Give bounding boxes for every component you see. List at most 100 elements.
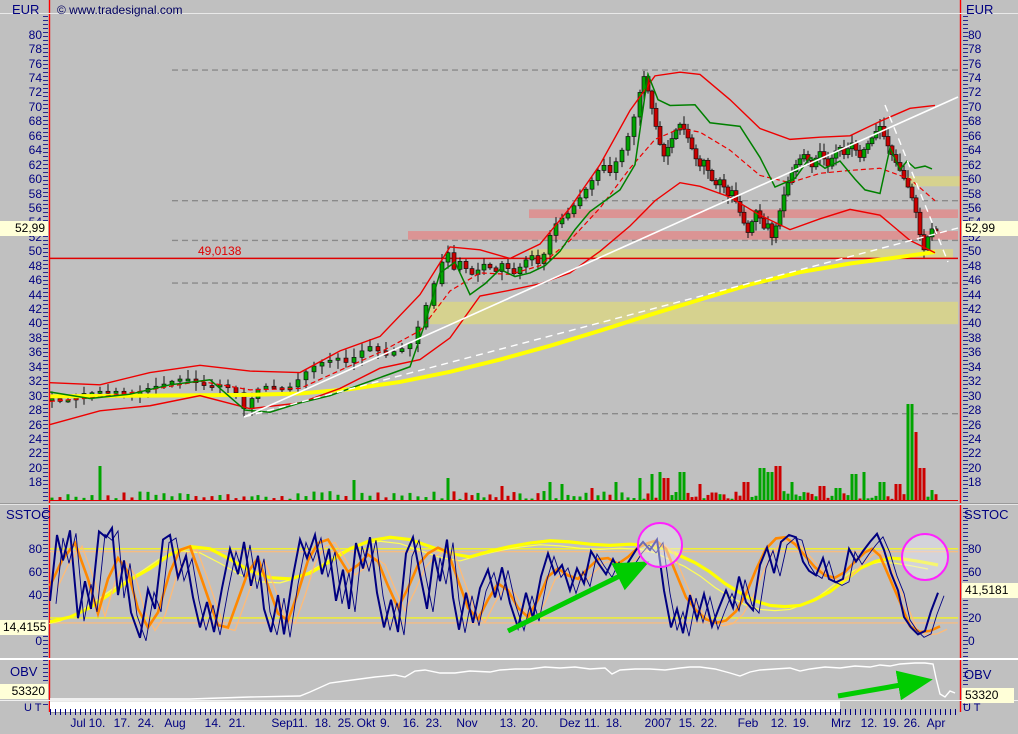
price-tick-label: 42 [968, 302, 982, 316]
price-tick-label: 38 [28, 330, 42, 345]
corner-text-right: U T [963, 702, 981, 714]
time-axis-label: 20. [521, 716, 539, 730]
sstoc-orange-line [49, 535, 941, 634]
sstoc-panel[interactable] [40, 525, 958, 641]
price-tick-label: 46 [968, 273, 982, 288]
time-axis-label: 21. [228, 716, 246, 730]
magenta-circle-annotation [637, 522, 683, 568]
green-trend-annotation [506, 561, 650, 634]
time-axis-label: Apr [926, 716, 946, 730]
time-axis-label: Sep [271, 716, 293, 730]
price-tick-label: 80 [28, 27, 42, 42]
time-axis-label: Feb [737, 716, 759, 730]
price-tick-label: 32 [28, 374, 42, 389]
time-axis-label: 17. [113, 716, 131, 730]
bollinger-upper-band [49, 71, 936, 386]
price-tick-label: 40 [28, 316, 42, 331]
price-tick-label: 50 [968, 244, 982, 259]
price-tick-label: 34 [968, 359, 982, 374]
price-tick-label: 22 [968, 446, 982, 461]
price-tick-label: 20 [28, 460, 42, 475]
price-tick-label: 20 [968, 460, 982, 475]
separator-sstoc-obv [0, 658, 1018, 660]
sstoc-stochastic-line [49, 525, 939, 639]
copyright-text: © www.tradesignal.com [57, 3, 183, 17]
sstoc-value-left: 14,4155 [0, 620, 48, 635]
price-tick-label: 66 [28, 128, 42, 143]
price-tick-label: 38 [968, 330, 982, 345]
price-tick-label: 22 [28, 446, 42, 461]
price-tick-label: 62 [28, 157, 42, 172]
time-axis-label: Aug [164, 716, 186, 730]
sstoc-panel-title-right: SSTOC [964, 507, 1009, 522]
time-axis-label: 11. [584, 716, 600, 730]
time-axis-label: Dez [559, 716, 581, 730]
time-axis-label: 18. [314, 716, 332, 730]
price-tick-label: 36 [28, 345, 42, 360]
price-tick-label: 68 [28, 114, 42, 129]
price-tick-label: 48 [968, 258, 982, 273]
sstoc-stochastic-line-signal [55, 529, 945, 641]
white-dashed-resistance-line [884, 104, 949, 263]
price-tick-label: 28 [968, 403, 982, 418]
time-axis-label: 23. [425, 716, 443, 730]
main-price-panel[interactable] [49, 69, 960, 501]
sstoc-orange-line-signal [56, 539, 948, 636]
separator-main-sstoc-light [0, 504, 1018, 505]
sstoc-tick-label: 80 [968, 541, 982, 556]
yellow-200ma-line [49, 250, 936, 399]
white-trend-line [243, 96, 959, 418]
price-tick-label: 44 [968, 287, 982, 302]
green-ma-line [49, 71, 933, 414]
right-axis-tick-strip [963, 16, 968, 708]
corner-text-left: U T [24, 702, 42, 714]
sstoc-tick-label: 0 [968, 634, 975, 649]
time-axis-label: 18. [605, 716, 623, 730]
zone-pink-lower [408, 231, 958, 240]
price-tick-label: 70 [968, 99, 982, 114]
time-axis-label: 26. [903, 716, 921, 730]
price-tick-label: 26 [28, 417, 42, 432]
sstoc-yellow-line [49, 535, 939, 624]
price-current-value-left: 52,99 [0, 221, 48, 236]
price-tick-label: 18 [28, 475, 42, 490]
time-axis-label: 24. [137, 716, 155, 730]
sstoc-tick-label: 60 [968, 564, 982, 579]
time-axis-label: 16. [402, 716, 420, 730]
price-tick-label: 74 [968, 71, 982, 85]
price-tick-label: 76 [28, 56, 42, 71]
price-tick-label: 76 [968, 56, 982, 71]
time-axis-label: 19. [792, 716, 810, 730]
price-tick-label: 72 [28, 85, 42, 100]
magenta-circle-annotation [901, 533, 949, 581]
price-current-value-right: 52,99 [962, 221, 1018, 236]
time-axis-label: 22. [700, 716, 718, 730]
price-tick-label: 40 [968, 316, 982, 331]
volume-bars [50, 404, 938, 500]
separator-obv-timeaxis [0, 700, 1018, 701]
price-tick-label: 32 [968, 374, 982, 389]
zone-yellow-mid [430, 301, 958, 325]
sstoc-tick-label: 80 [28, 541, 42, 556]
price-tick-label: 24 [28, 431, 42, 446]
price-tick-label: 58 [968, 186, 982, 201]
price-tick-label: 30 [968, 388, 982, 403]
price-tick-label: 68 [968, 114, 982, 129]
time-axis-label: 25. [337, 716, 355, 730]
sstoc-tick-label: 40 [28, 588, 42, 603]
price-tick-label: 42 [28, 302, 42, 316]
obv-value-right: 53320 [962, 688, 1014, 703]
sstoc-tick-label: 20 [968, 611, 982, 626]
time-axis-label: 19. [882, 716, 900, 730]
top-frame-line [0, 13, 1018, 14]
obv-value-left: 53320 [0, 684, 48, 699]
time-axis-label: Nov [456, 716, 478, 730]
time-axis-label: Jul [70, 716, 86, 730]
price-tick-label: 46 [28, 273, 42, 288]
price-tick-label: 28 [28, 403, 42, 418]
time-axis-label: 12. [770, 716, 788, 730]
white-dashed-support-line [243, 227, 959, 418]
price-tick-label: 80 [968, 27, 982, 42]
